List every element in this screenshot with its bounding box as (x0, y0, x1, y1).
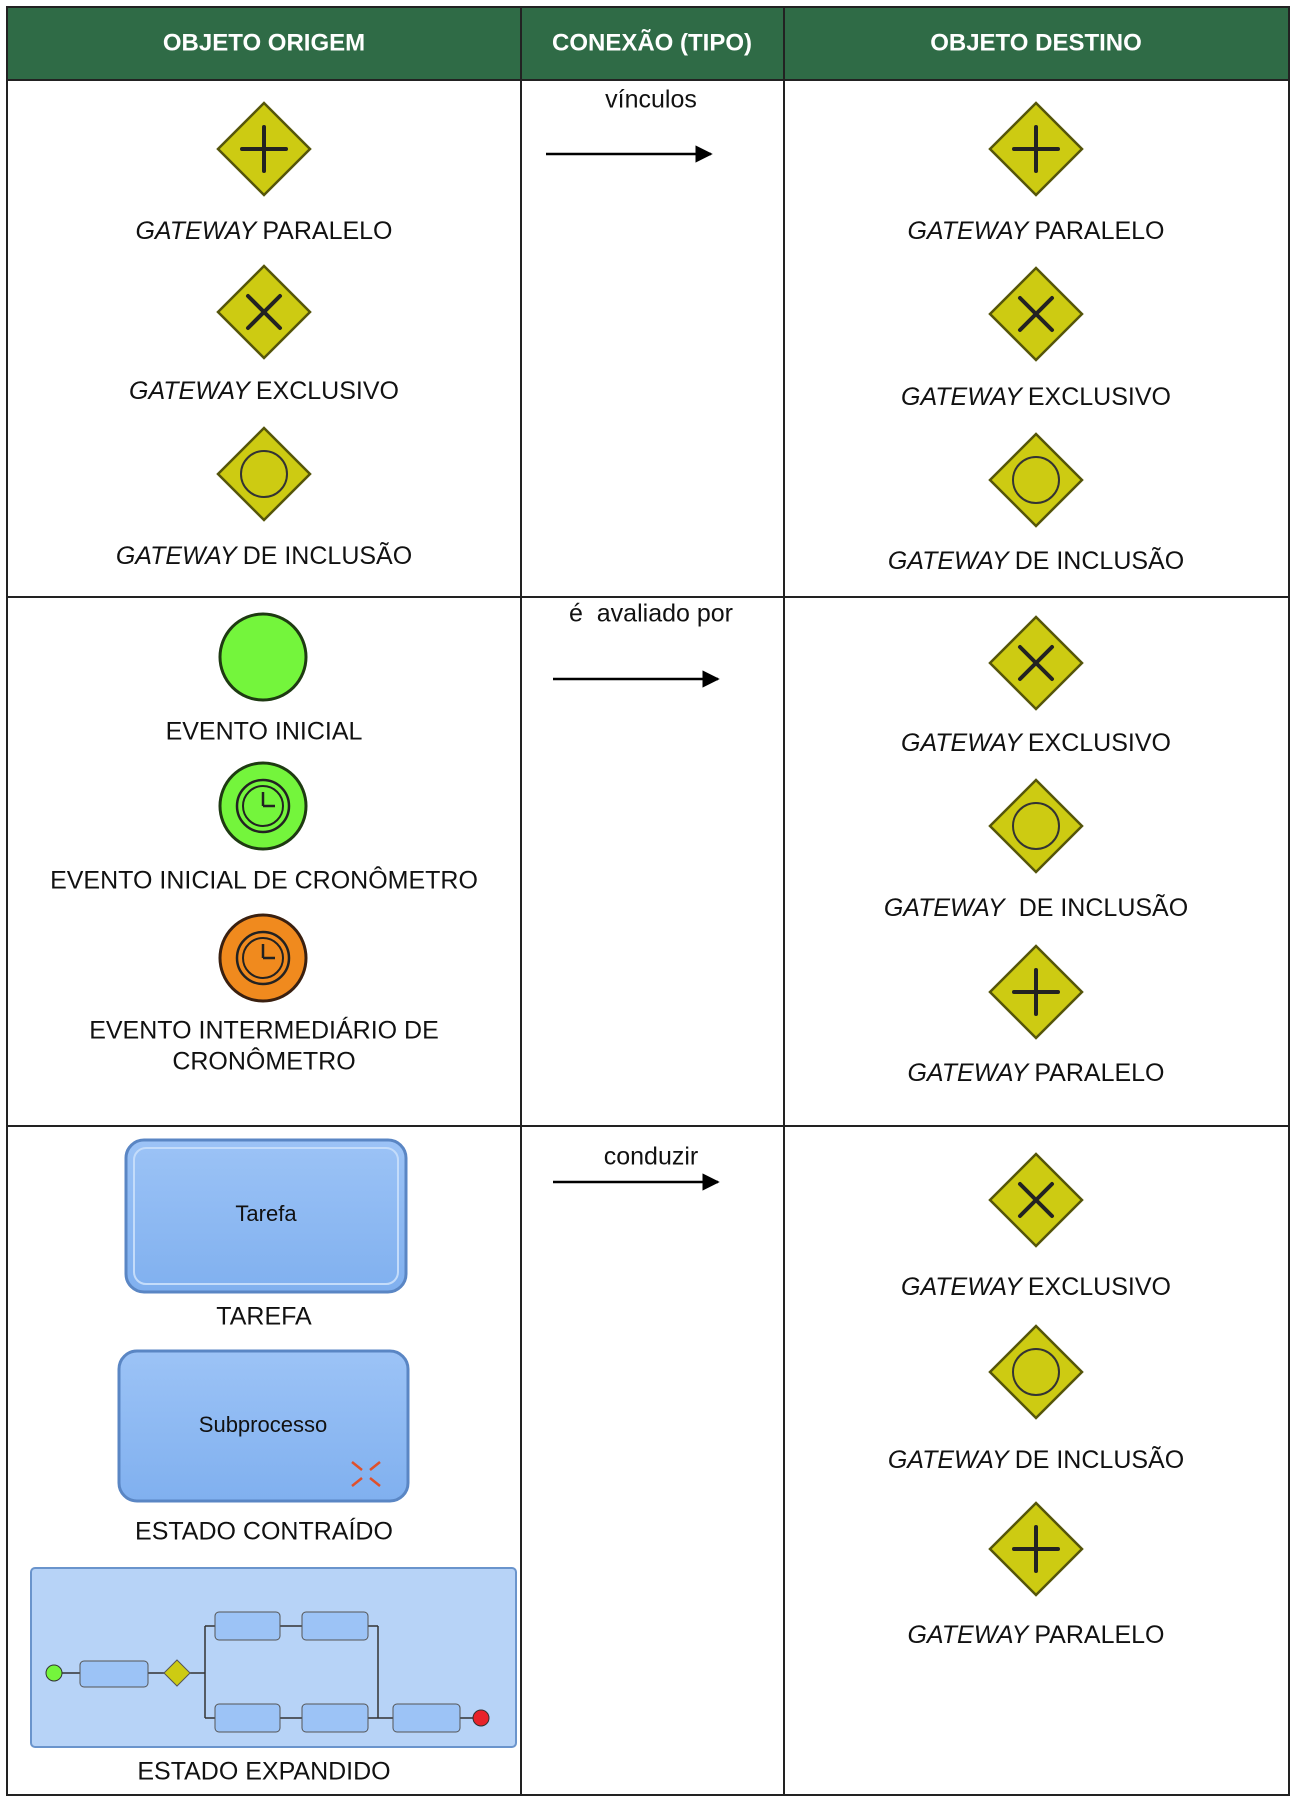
timer-start-event-icon (218, 761, 308, 851)
item-label: GATEWAY EXCLUSIVO (901, 1273, 1171, 1301)
item-label: GATEWAY PARALELO (907, 1059, 1164, 1087)
task-icon (124, 1138, 408, 1294)
parallel-gateway-icon (988, 1501, 1084, 1597)
exclusive-gateway-icon (988, 266, 1084, 362)
item-label: EVENTO INICIAL (166, 718, 363, 746)
timer-intermediate-event-icon (218, 913, 308, 1003)
expanded-subprocess-icon (30, 1567, 517, 1748)
item-label: EVENTO INICIAL DE CRONÔMETRO (50, 866, 478, 895)
item-label: GATEWAY EXCLUSIVO (901, 383, 1171, 411)
item-label: GATEWAY PARALELO (907, 217, 1164, 245)
subprocess-icon (117, 1349, 410, 1503)
item-label: TAREFA (216, 1303, 312, 1331)
item-label: CRONÔMETRO (172, 1047, 355, 1076)
table-grid (6, 6, 1290, 1796)
connection-label: é avaliado por (569, 600, 733, 628)
item-label: ESTADO CONTRAÍDO (135, 1517, 393, 1546)
exclusive-gateway-icon (216, 264, 312, 360)
task-icon-label: Tarefa (235, 1201, 297, 1226)
parallel-gateway-icon (988, 101, 1084, 197)
item-label: GATEWAY EXCLUSIVO (901, 729, 1171, 757)
exclusive-gateway-icon (988, 1152, 1084, 1248)
connection-label: vínculos (605, 86, 697, 114)
item-label: GATEWAY DE INCLUSÃO (888, 1445, 1184, 1474)
start-event-icon (218, 612, 308, 702)
header-cell: OBJETO ORIGEM (163, 29, 365, 56)
connection-label: conduzir (604, 1143, 699, 1171)
item-label: GATEWAY PARALELO (135, 217, 392, 245)
inclusive-gateway-icon (988, 778, 1084, 874)
header-cell: CONEXÃO (TIPO) (552, 28, 752, 56)
parallel-gateway-icon (988, 944, 1084, 1040)
inclusive-gateway-icon (216, 426, 312, 522)
parallel-gateway-icon (216, 101, 312, 197)
header-bar (7, 7, 1289, 80)
item-label: GATEWAY EXCLUSIVO (129, 377, 399, 405)
inclusive-gateway-icon (988, 1324, 1084, 1420)
item-label: GATEWAY DE INCLUSÃO (116, 541, 412, 570)
item-label: GATEWAY DE INCLUSÃO (888, 546, 1184, 575)
exclusive-gateway-icon (988, 615, 1084, 711)
item-label: GATEWAY PARALELO (907, 1621, 1164, 1649)
item-label: ESTADO EXPANDIDO (137, 1758, 390, 1786)
inclusive-gateway-icon (988, 432, 1084, 528)
item-label: EVENTO INTERMEDIÁRIO DE (89, 1016, 439, 1045)
subprocess-icon-label: Subprocesso (199, 1412, 327, 1437)
item-label: GATEWAY DE INCLUSÃO (884, 893, 1188, 922)
header-cell: OBJETO DESTINO (930, 29, 1142, 56)
